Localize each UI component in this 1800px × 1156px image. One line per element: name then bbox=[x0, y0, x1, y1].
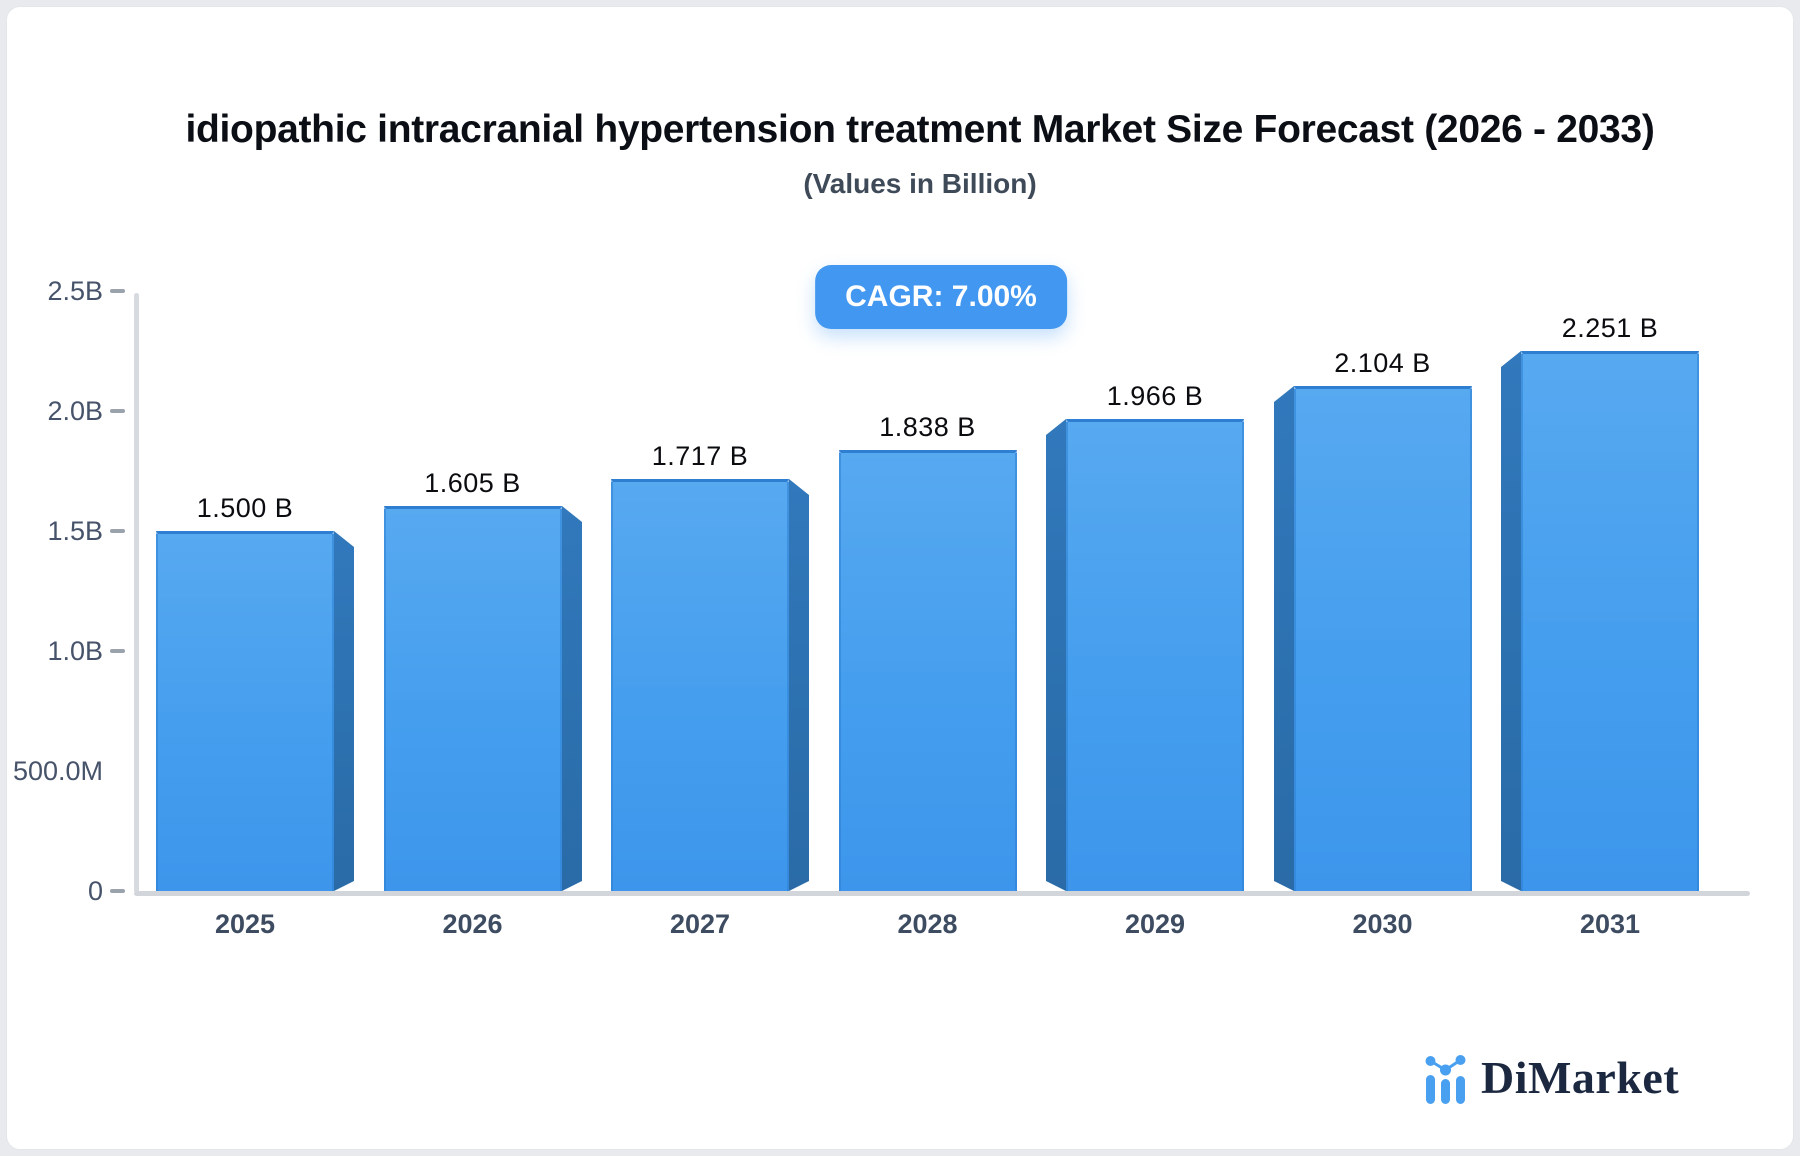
chart-title: idiopathic intracranial hypertension tre… bbox=[185, 108, 1655, 151]
y-axis-tick-label: 500.0M bbox=[12, 756, 103, 786]
y-axis-line bbox=[134, 293, 139, 893]
bar-chart: 2.5B 2.0B 1.5B 1.0B 500.0M 0 1.500 B 2025 1.605 … bbox=[7, 7, 1793, 1149]
y-axis-tick-label: 0 bbox=[87, 876, 103, 906]
y-axis-tick-label: 1.5B bbox=[47, 516, 103, 546]
bar-3d-side bbox=[1274, 386, 1294, 891]
y-axis-tick-mark bbox=[110, 409, 125, 413]
brand-logo: DiMarket bbox=[1423, 1050, 1679, 1104]
cagr-badge: CAGR: 7.00% bbox=[815, 265, 1067, 329]
chart-subtitle: (Values in Billion) bbox=[803, 167, 1037, 199]
y-axis-tick-mark bbox=[110, 529, 125, 533]
bar-2031 bbox=[1521, 351, 1699, 891]
bar-2030 bbox=[1294, 386, 1472, 891]
y-axis-tick-mark bbox=[110, 289, 125, 293]
bar-3d-side bbox=[562, 506, 582, 891]
bar-3d-side bbox=[789, 479, 809, 891]
brand-name: DiMarket bbox=[1481, 1051, 1680, 1103]
bar-2029 bbox=[1066, 419, 1244, 891]
bar-value-label: 1.500 B bbox=[196, 493, 294, 523]
chart-header: idiopathic intracranial hypertension tre… bbox=[67, 107, 1773, 200]
y-axis-tick-label: 2.0B bbox=[47, 396, 103, 426]
bar-3d-side bbox=[1501, 351, 1521, 891]
x-axis-label-2026: 2026 bbox=[442, 909, 503, 939]
y-axis-tick-mark bbox=[110, 889, 125, 893]
y-axis-tick-label: 1.0B bbox=[47, 636, 103, 666]
x-axis-line bbox=[134, 891, 1750, 896]
x-axis-label-2029: 2029 bbox=[1124, 909, 1186, 939]
bar-2025 bbox=[156, 531, 334, 891]
x-axis-label-2028: 2028 bbox=[897, 909, 958, 939]
bar-3d-side bbox=[1046, 419, 1066, 891]
chart-card: idiopathic intracranial hypertension tre… bbox=[6, 6, 1794, 1150]
y-axis-tick-mark bbox=[110, 649, 125, 653]
x-axis-label-2027: 2027 bbox=[669, 909, 731, 939]
bar-2028 bbox=[839, 450, 1017, 891]
bar-2026 bbox=[384, 506, 562, 891]
bar-2027 bbox=[611, 479, 789, 891]
bar-3d-side bbox=[334, 531, 354, 891]
bar-line-chart-icon bbox=[1425, 1055, 1466, 1104]
bar-value-label: 1.838 B bbox=[879, 412, 976, 442]
x-axis-label-2031: 2031 bbox=[1579, 909, 1641, 939]
bar-value-label: 1.605 B bbox=[424, 468, 521, 498]
bar-value-label: 1.717 B bbox=[651, 441, 749, 471]
bar-value-label: 2.104 B bbox=[1334, 348, 1431, 378]
y-axis-tick-label: 2.5B bbox=[47, 276, 103, 306]
x-axis-label-2030: 2030 bbox=[1352, 909, 1413, 939]
bar-value-label: 2.251 B bbox=[1561, 313, 1659, 343]
bar-value-label: 1.966 B bbox=[1106, 381, 1204, 411]
x-axis-label-2025: 2025 bbox=[214, 909, 276, 939]
